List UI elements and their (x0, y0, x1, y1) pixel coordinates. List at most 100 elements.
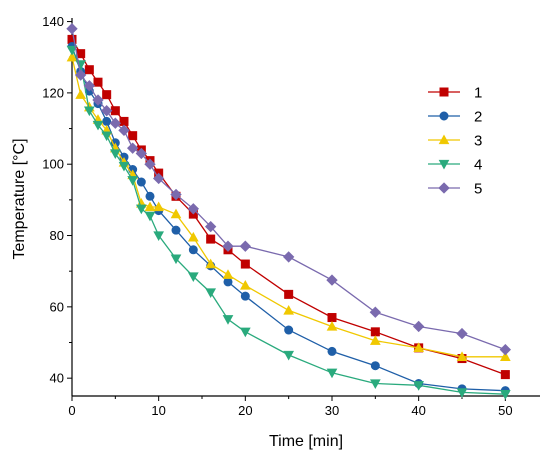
legend-label: 4 (474, 157, 482, 174)
data-point (456, 327, 468, 340)
series-4 (66, 45, 511, 400)
data-point (370, 327, 380, 337)
data-point (153, 231, 165, 241)
data-point (110, 106, 120, 116)
series-layer (66, 23, 512, 400)
x-axis-title: Time [min] (269, 433, 343, 450)
series-line (71, 57, 506, 358)
data-point (222, 240, 234, 252)
data-point (119, 116, 129, 126)
data-point (135, 147, 148, 160)
x-tick-label: 0 (68, 403, 75, 418)
legend-label: 5 (474, 181, 482, 198)
data-point (75, 60, 87, 70)
legend-marker (439, 111, 449, 121)
data-point (83, 106, 95, 117)
data-point (188, 245, 198, 255)
data-point (170, 208, 182, 219)
data-point (145, 191, 155, 201)
y-tick-label: 120 (42, 85, 64, 100)
data-point (84, 65, 94, 75)
data-point (222, 315, 234, 325)
data-point (222, 269, 234, 279)
data-point (66, 23, 78, 35)
data-point (240, 259, 250, 269)
data-point (187, 272, 199, 282)
data-point (171, 225, 181, 235)
data-point (109, 149, 121, 159)
data-point (370, 361, 380, 371)
data-point (239, 240, 252, 252)
series-line (71, 39, 506, 376)
data-point (126, 142, 139, 154)
data-point (205, 288, 217, 299)
data-point (128, 131, 138, 141)
data-point (456, 388, 468, 398)
series-line (71, 46, 506, 392)
legend-marker (438, 159, 450, 170)
legend-marker (438, 134, 450, 145)
data-point (66, 51, 78, 62)
data-point (456, 351, 468, 361)
data-point (499, 351, 511, 361)
data-point (144, 211, 156, 222)
data-point (283, 304, 295, 315)
data-point (170, 188, 182, 201)
data-point (326, 274, 338, 286)
y-tick-label: 140 (42, 14, 64, 29)
legend-item-3: 3 (428, 133, 482, 150)
x-tick-label: 10 (151, 403, 165, 418)
data-point (327, 313, 337, 323)
data-point (170, 254, 182, 265)
data-point (93, 77, 103, 87)
legend-label: 1 (474, 85, 482, 102)
data-point (205, 258, 217, 269)
data-point (223, 277, 233, 287)
data-point (75, 89, 87, 99)
data-point (144, 158, 156, 170)
data-point (118, 161, 130, 172)
y-tick-label: 40 (50, 371, 64, 386)
data-point (109, 117, 122, 129)
data-point (204, 220, 217, 233)
y-tick-label: 60 (50, 299, 64, 314)
data-point (412, 320, 425, 333)
series-line (71, 49, 506, 395)
data-point (284, 289, 294, 299)
data-point (206, 234, 216, 244)
x-tick-label: 40 (411, 403, 425, 418)
legend-label: 3 (474, 133, 482, 150)
data-point (135, 204, 147, 215)
data-point (284, 325, 294, 335)
data-point (283, 350, 295, 361)
data-point (92, 94, 104, 106)
data-point (100, 105, 113, 117)
data-point (240, 291, 250, 301)
data-point (369, 379, 381, 389)
series-5 (66, 23, 512, 356)
data-point (239, 280, 251, 290)
data-point (326, 368, 338, 379)
y-tick-label: 80 (50, 228, 64, 243)
legend-item-5: 5 (428, 181, 482, 198)
data-point (369, 306, 382, 318)
series-line (71, 28, 506, 351)
legend-item-2: 2 (428, 109, 482, 126)
x-tick-label: 20 (238, 403, 252, 418)
x-tick-label: 50 (498, 403, 512, 418)
data-point (66, 45, 78, 56)
data-point (153, 201, 165, 212)
legend-label: 2 (474, 109, 482, 126)
series-3 (66, 51, 511, 361)
x-tick-label: 30 (325, 403, 339, 418)
data-point (118, 124, 130, 137)
data-point (369, 335, 381, 345)
data-point (102, 90, 112, 100)
data-point (144, 201, 156, 212)
data-point (101, 131, 113, 142)
data-point (152, 172, 165, 185)
data-point (499, 343, 512, 356)
data-point (102, 116, 112, 126)
data-point (136, 177, 146, 187)
